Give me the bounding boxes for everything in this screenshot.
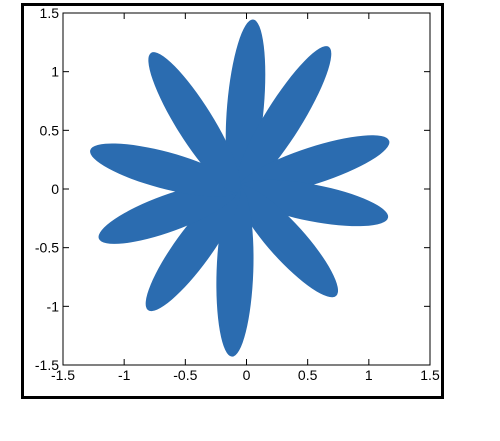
petals-group [90, 19, 390, 357]
petal-5 [236, 185, 339, 298]
x-tick-label: -0.5 [173, 367, 197, 383]
x-tick-label: -1.5 [51, 367, 75, 383]
x-tick-label: 1 [365, 367, 373, 383]
y-tick-label: 1.5 [40, 5, 60, 21]
petal-2 [235, 46, 332, 193]
y-tick-label: -1 [47, 298, 60, 314]
x-tick-label: 0.5 [298, 367, 318, 383]
petal-7 [145, 185, 241, 312]
petal-4 [237, 179, 389, 227]
y-tick-label: 0 [51, 181, 59, 197]
y-tick-label: 1 [51, 64, 59, 80]
y-tick-label: -0.5 [35, 240, 59, 256]
x-tick-label: -1 [118, 367, 131, 383]
y-tick-label: 0.5 [40, 122, 60, 138]
petal-8 [98, 182, 239, 244]
y-tick-label: -1.5 [35, 357, 59, 373]
petal-9 [90, 143, 239, 197]
x-tick-label: 1.5 [420, 367, 440, 383]
ticks-group: -1.5 -1 -0.5 0 0.5 1 1.5 1.5 1 0.5 0 -0.5 -1 -1.5 [35, 5, 440, 383]
petal-10 [148, 52, 241, 193]
x-tick-label: 0 [243, 367, 251, 383]
